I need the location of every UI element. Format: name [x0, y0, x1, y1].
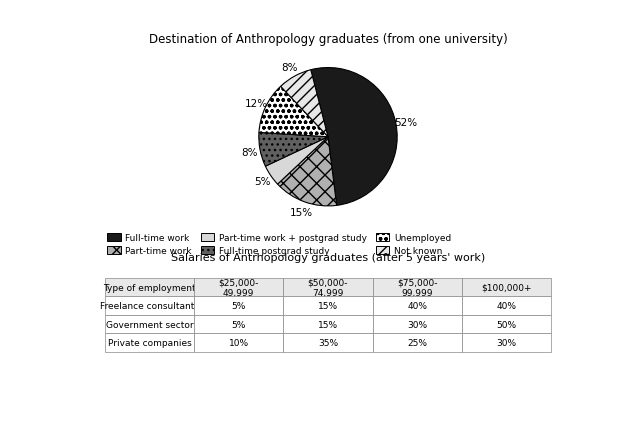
Text: 52%: 52% — [395, 118, 418, 127]
Wedge shape — [259, 133, 328, 167]
Text: 15%: 15% — [289, 207, 312, 217]
Text: 8%: 8% — [241, 147, 258, 157]
Wedge shape — [280, 71, 328, 138]
Text: 12%: 12% — [244, 98, 268, 109]
Text: The Chart Below Shows What Anthropology Graduates from One University: The Chart Below Shows What Anthropology … — [46, 361, 610, 374]
Legend: Full-time work, Part-time work, Part-time work + postgrad study, Full-time postg: Full-time work, Part-time work, Part-tim… — [104, 230, 454, 259]
Text: 8%: 8% — [282, 63, 298, 73]
Title: Salaries of Antrhopology graduates (after 5 years' work): Salaries of Antrhopology graduates (afte… — [171, 252, 485, 262]
Wedge shape — [311, 69, 397, 206]
Title: Destination of Anthropology graduates (from one university): Destination of Anthropology graduates (f… — [148, 33, 508, 46]
Wedge shape — [259, 87, 328, 138]
Wedge shape — [266, 138, 328, 184]
Wedge shape — [278, 138, 337, 207]
Text: 5%: 5% — [254, 177, 271, 187]
